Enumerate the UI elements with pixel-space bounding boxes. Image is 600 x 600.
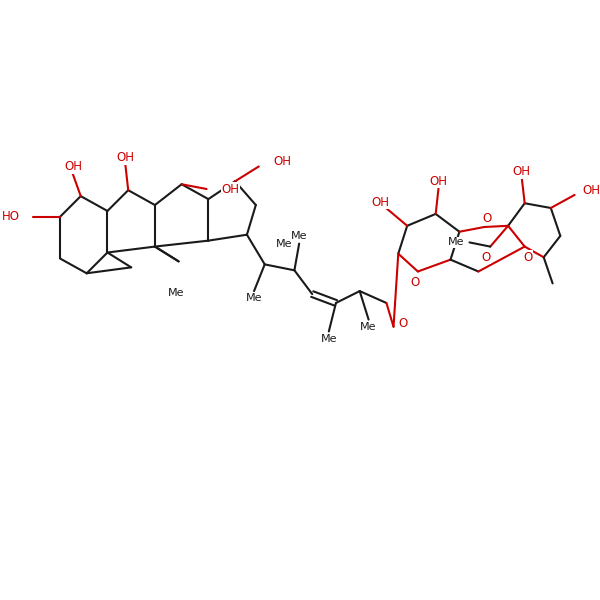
Text: OH: OH [221, 182, 239, 196]
Text: OH: OH [64, 160, 82, 173]
Text: OH: OH [371, 196, 389, 209]
Text: Me: Me [246, 293, 262, 303]
Text: Me: Me [275, 239, 292, 248]
Text: OH: OH [513, 165, 531, 178]
Text: Me: Me [320, 334, 337, 344]
Text: OH: OH [582, 184, 600, 197]
Text: Me: Me [361, 322, 377, 332]
Text: O: O [410, 275, 419, 289]
Text: Me: Me [167, 289, 184, 298]
Text: Me: Me [448, 238, 464, 247]
Text: Me: Me [291, 232, 307, 241]
Text: O: O [482, 212, 492, 224]
Text: O: O [398, 317, 407, 330]
Text: OH: OH [116, 151, 134, 164]
Text: OH: OH [430, 175, 448, 188]
Text: HO: HO [2, 211, 20, 223]
Text: O: O [523, 251, 532, 264]
Text: OH: OH [274, 155, 292, 168]
Text: O: O [481, 251, 490, 264]
